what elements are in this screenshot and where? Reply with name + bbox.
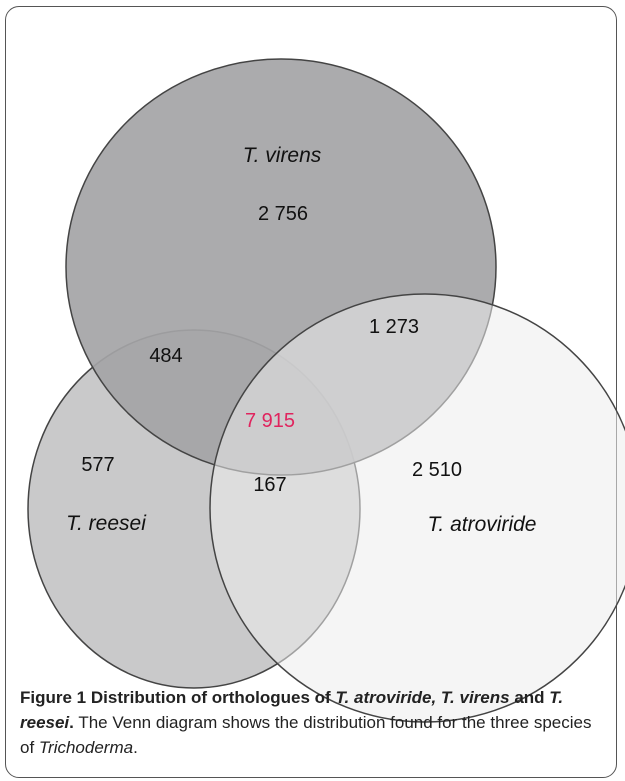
caption-title-species-2: T. reesei (20, 688, 564, 732)
caption-title-species-1: T. atroviride, T. virens (335, 688, 510, 707)
caption-title-end: . (69, 713, 74, 732)
count-reesei-only: 577 (81, 454, 114, 476)
label-reesei: T. reesei (66, 512, 147, 535)
label-atroviride: T. atroviride (428, 513, 537, 536)
count-virens-atroviride: 1 273 (369, 316, 419, 338)
set-circle-atroviride (209, 293, 625, 723)
count-reesei-atroviride: 167 (253, 474, 286, 496)
figure-number: Figure 1 (20, 688, 87, 707)
label-virens: T. virens (243, 144, 322, 167)
count-atroviride-only: 2 510 (412, 459, 462, 481)
caption-genus: Trichoderma (38, 738, 134, 757)
figure-caption: Figure 1 Distribution of orthologues of … (20, 685, 605, 760)
caption-body-end: . (133, 738, 138, 757)
count-virens-only: 2 756 (258, 203, 308, 225)
count-virens-reesei: 484 (149, 345, 182, 367)
caption-title-and: and (514, 688, 545, 707)
count-all-three: 7 915 (245, 410, 295, 432)
caption-title-prefix: Distribution of orthologues of (90, 688, 336, 707)
caption-body-text: The Venn diagram shows the distribution … (20, 713, 592, 757)
